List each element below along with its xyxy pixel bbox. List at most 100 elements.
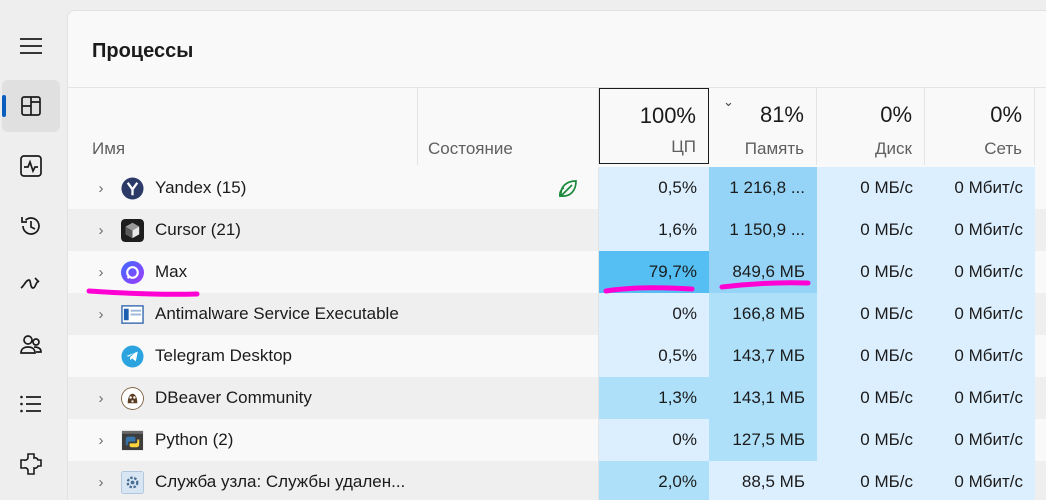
memory-cell: 1 150,9 ... [709,209,817,251]
app-history-icon [21,217,40,235]
process-name: Yandex (15) [155,178,247,197]
state-cell [418,209,599,251]
network-cell: 0 Мбит/с [925,251,1035,293]
table-row[interactable]: › Yandex (15) 0,5% 1 216,8 ... 0 МБ/с 0 … [68,167,1046,209]
network-cell: 0 Мбит/с [925,419,1035,461]
dbeaver-icon [121,387,144,410]
nav-details[interactable] [2,378,60,430]
cpu-cell: 0,5% [599,335,709,377]
disk-cell: 0 МБ/с [817,377,925,419]
column-header-state[interactable]: Состояние [418,88,599,165]
service-host-icon [121,471,144,494]
memory-cell: 88,5 МБ [709,461,817,500]
column-header-cpu[interactable]: 100% ЦП [599,88,709,164]
disk-cell: 0 МБ/с [817,293,925,335]
column-header-name[interactable]: Имя [68,88,418,165]
highlight-marker-cpu [603,285,695,294]
process-name: DBeaver Community [155,388,312,407]
process-name: Python (2) [155,430,234,449]
disk-cell: 0 МБ/с [817,335,925,377]
disk-cell: 0 МБ/с [817,461,925,500]
table-row[interactable]: › DBeaver Community 1,3% 143,1 МБ 0 МБ/с… [68,377,1046,419]
state-cell [418,461,599,500]
column-label-cpu: ЦП [671,137,696,156]
process-name: Служба узла: Службы удален... [155,472,406,491]
expand-chevron-icon[interactable]: › [98,305,104,323]
expand-chevron-icon[interactable]: › [98,389,104,407]
users-icon [20,335,42,354]
nav-performance[interactable] [2,140,60,192]
processes-icon [21,96,41,116]
network-cell: 0 Мбит/с [925,377,1035,419]
startup-apps-icon [20,277,40,289]
disk-cell: 0 МБ/с [817,167,925,209]
details-icon [20,395,41,413]
efficiency-mode-leaf-icon [559,180,577,198]
cpu-cell: 2,0% [599,461,709,500]
column-label-network: Сеть [984,139,1022,158]
column-label-state: Состояние [428,139,513,158]
expand-chevron-icon[interactable]: › [98,473,104,491]
hamburger-menu-button[interactable] [2,20,60,72]
expand-chevron-icon[interactable]: › [98,221,104,239]
memory-cell: 166,8 МБ [709,293,817,335]
nav-startup-apps[interactable] [2,258,60,310]
hamburger-menu-icon [20,38,42,54]
cpu-cell: 1,6% [599,209,709,251]
state-cell [418,251,599,293]
state-cell [418,293,599,335]
column-label-name: Имя [92,139,126,158]
nav-users[interactable] [2,318,60,370]
table-row[interactable]: › Max 79,7% 849,6 МБ 0 МБ/с 0 Мбит/с [68,251,1046,293]
column-label-memory: Память [744,139,804,158]
expand-chevron-icon[interactable]: › [98,179,104,197]
table-row[interactable]: › Antimalware Service Executable 0% 166,… [68,293,1046,335]
column-header-network[interactable]: 0% Сеть [925,88,1035,165]
expand-chevron-icon[interactable]: › [98,431,104,449]
column-header-disk[interactable]: 0% Диск [817,88,925,165]
performance-icon [20,155,42,177]
cpu-cell: 0,5% [599,167,709,209]
cpu-cell: 0% [599,419,709,461]
process-name: Antimalware Service Executable [155,304,399,323]
processes-panel: Процессы Имя Состояние 100% ЦП ⌄ 81% Пам… [67,10,1046,500]
disk-cell: 0 МБ/с [817,209,925,251]
telegram-icon [121,345,144,368]
header-divider [68,87,1046,88]
disk-total: 0% [880,102,912,127]
process-name: Telegram Desktop [155,346,293,365]
memory-cell: 127,5 МБ [709,419,817,461]
antimalware-service-icon [121,305,144,324]
highlight-marker-memory [719,280,811,290]
process-name: Cursor (21) [155,220,241,239]
disk-cell: 0 МБ/с [817,419,925,461]
column-header-memory[interactable]: ⌄ 81% Память [709,88,817,165]
table-row[interactable]: › Служба узла: Службы удален... 2,0% 88,… [68,461,1046,500]
page-title: Процессы [92,40,194,62]
active-indicator [2,95,6,117]
services-icon [20,453,42,475]
memory-cell: 1 216,8 ... [709,167,817,209]
nav-processes[interactable] [2,80,60,132]
expand-chevron-icon[interactable]: › [98,263,104,281]
memory-total: 81% [759,102,804,127]
network-cell: 0 Мбит/с [925,461,1035,500]
highlight-marker-name [86,288,200,297]
table-row[interactable]: › Python (2) 0% 127,5 МБ 0 МБ/с 0 Мбит/с [68,419,1046,461]
disk-cell: 0 МБ/с [817,251,925,293]
table-row[interactable]: › Cursor (21) 1,6% 1 150,9 ... 0 МБ/с 0 … [68,209,1046,251]
state-cell [418,167,599,209]
cursor-app-icon [121,219,144,242]
yandex-browser-icon [121,177,144,200]
network-cell: 0 Мбит/с [925,209,1035,251]
sort-descending-icon: ⌄ [723,94,734,109]
table-row[interactable]: Telegram Desktop 0,5% 143,7 МБ 0 МБ/с 0 … [68,335,1046,377]
cpu-total: 100% [639,103,696,128]
state-cell [418,377,599,419]
nav-services[interactable] [2,438,60,490]
network-cell: 0 Мбит/с [925,167,1035,209]
state-cell [418,419,599,461]
memory-cell: 143,7 МБ [709,335,817,377]
memory-cell: 143,1 МБ [709,377,817,419]
nav-app-history[interactable] [2,200,60,252]
